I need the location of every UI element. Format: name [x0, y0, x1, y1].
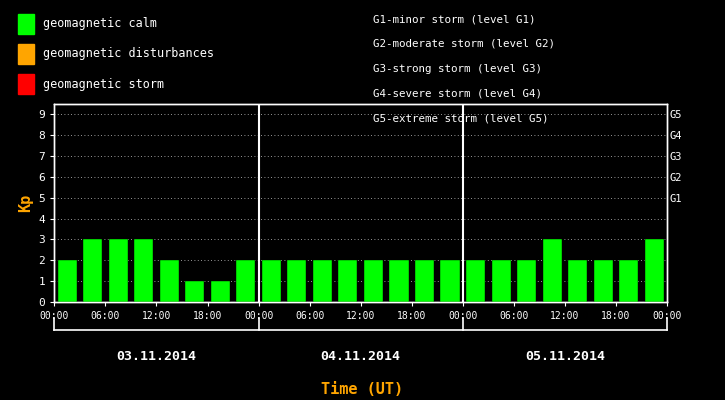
Text: 04.11.2014: 04.11.2014	[320, 350, 401, 362]
Bar	[441, 260, 460, 302]
Bar	[619, 260, 638, 302]
Text: geomagnetic disturbances: geomagnetic disturbances	[43, 48, 214, 60]
Bar	[645, 240, 664, 302]
Text: G2-moderate storm (level G2): G2-moderate storm (level G2)	[373, 39, 555, 49]
Bar	[262, 260, 281, 302]
Text: Time (UT): Time (UT)	[321, 382, 404, 398]
Bar	[287, 260, 307, 302]
Text: G3-strong storm (level G3): G3-strong storm (level G3)	[373, 64, 542, 74]
Bar	[594, 260, 613, 302]
Bar	[568, 260, 587, 302]
Bar	[211, 281, 230, 302]
Bar	[236, 260, 255, 302]
Bar	[134, 240, 153, 302]
Text: geomagnetic storm: geomagnetic storm	[43, 78, 164, 90]
Bar	[160, 260, 179, 302]
Bar	[364, 260, 383, 302]
Text: G5-extreme storm (level G5): G5-extreme storm (level G5)	[373, 113, 549, 123]
Bar	[339, 260, 357, 302]
Bar	[466, 260, 485, 302]
Bar	[83, 240, 102, 302]
Text: G4-severe storm (level G4): G4-severe storm (level G4)	[373, 88, 542, 98]
Text: 05.11.2014: 05.11.2014	[525, 350, 605, 362]
Bar	[312, 260, 332, 302]
Text: G1-minor storm (level G1): G1-minor storm (level G1)	[373, 14, 536, 24]
Bar	[517, 260, 536, 302]
Text: geomagnetic calm: geomagnetic calm	[43, 18, 157, 30]
Bar	[542, 240, 562, 302]
Bar	[415, 260, 434, 302]
Bar	[57, 260, 77, 302]
Bar	[185, 281, 204, 302]
Bar	[492, 260, 510, 302]
Y-axis label: Kp: Kp	[18, 194, 33, 212]
Bar	[109, 240, 128, 302]
Bar	[389, 260, 409, 302]
Text: 03.11.2014: 03.11.2014	[117, 350, 196, 362]
